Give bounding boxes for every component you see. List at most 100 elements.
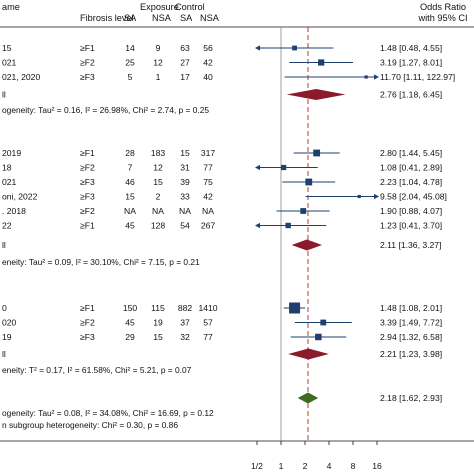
exposure-sa-value: 5 xyxy=(128,72,133,82)
study-ci-text: 3.19 [1.27, 8.01] xyxy=(380,58,442,68)
exposure-nsa-value: 19 xyxy=(153,318,163,328)
control-sa-value: NA xyxy=(179,206,191,216)
exposure-nsa-value: 183 xyxy=(151,148,166,158)
study-label: . 2018 xyxy=(2,206,26,216)
x-tick-label: 8 xyxy=(351,461,356,471)
exposure-sa-value: 45 xyxy=(125,318,135,328)
study-row: 15 ≥F1 14 9 63 56 1.48 [0.48, 4.55] xyxy=(2,43,442,53)
header-control-nsa: NSA xyxy=(200,13,220,23)
fibrosis-level: ≥F3 xyxy=(80,177,95,187)
control-nsa-value: 77 xyxy=(203,332,213,342)
study-row: . 2018 ≥F2 NA NA NA NA 1.90 [0.88, 4.07] xyxy=(2,206,442,216)
study-row: 021, 2020 ≥F3 5 1 17 40 11.70 [1.11, 122.97] xyxy=(2,72,455,82)
study-ci-text: 1.48 [1.08, 2.01] xyxy=(380,303,442,313)
fibrosis-level: ≥F1 xyxy=(80,221,95,231)
control-nsa-value: 267 xyxy=(201,221,216,231)
study-ci-text: 2.94 [1.32, 6.58] xyxy=(380,332,442,342)
study-marker xyxy=(313,149,321,157)
study-row: oni, 2022 ≥F3 15 2 33 42 9.58 [2.04, 45.08] xyxy=(2,192,447,202)
study-label: 020 xyxy=(2,318,17,328)
heterogeneity-text: eneity: T² = 0.17, I² = 61.58%, Chi² = 5… xyxy=(2,365,192,375)
fibrosis-level: ≥F2 xyxy=(80,163,95,173)
heterogeneity-text: ogeneity: Tau² = 0.16, I² = 26.98%, Chi²… xyxy=(2,105,209,115)
header-with-ci: with 95% CI xyxy=(417,13,467,23)
control-nsa-value: 42 xyxy=(203,192,213,202)
study-marker xyxy=(364,75,368,79)
study-label: 2019 xyxy=(2,148,21,158)
exposure-sa-value: 25 xyxy=(125,58,135,68)
study-label: 19 xyxy=(2,332,12,342)
study-marker xyxy=(281,164,287,171)
summary-label: ll xyxy=(2,90,6,100)
subgroup-test-text: n subgroup heterogeneity: Chi² = 0.30, p… xyxy=(2,420,178,430)
subgroup-3: 0 ≥F1 150 115 882 1410 1.48 [1.08, 2.01] 020 ≥F2… xyxy=(2,302,442,375)
overall-summary: 2.18 [1.62, 2.93] ogeneity: Tau² = 0.08, … xyxy=(2,392,442,430)
fibrosis-level: ≥F2 xyxy=(80,318,95,328)
subgroup-summary: ll 2.11 [1.36, 3.27] xyxy=(2,239,441,251)
study-ci-text: 3.39 [1.49, 7.72] xyxy=(380,318,442,328)
study-row: 19 ≥F3 29 15 32 77 2.94 [1.32, 6.58] xyxy=(2,332,442,342)
summary-ci-text: 2.76 [1.18, 6.45] xyxy=(380,90,442,100)
study-ci-text: 1.08 [0.41, 2.89] xyxy=(380,163,442,173)
study-marker xyxy=(289,302,301,314)
header-study: ame xyxy=(2,2,20,12)
study-marker xyxy=(315,333,322,341)
exposure-sa-value: NA xyxy=(124,206,136,216)
exposure-nsa-value: 2 xyxy=(156,192,161,202)
summary-diamond xyxy=(291,239,323,251)
study-label: oni, 2022 xyxy=(2,192,38,202)
study-marker xyxy=(357,194,361,199)
control-nsa-value: 56 xyxy=(203,43,213,53)
summary-diamond xyxy=(288,348,329,360)
study-label: 18 xyxy=(2,163,12,173)
control-sa-value: 32 xyxy=(180,332,190,342)
summary-ci-text: 2.11 [1.36, 3.27] xyxy=(380,240,441,250)
exposure-nsa-value: 9 xyxy=(156,43,161,53)
control-sa-value: 33 xyxy=(180,192,190,202)
x-tick-label: 1/2 xyxy=(251,461,263,471)
study-row: 020 ≥F2 45 19 37 57 3.39 [1.49, 7.72] xyxy=(2,318,442,328)
summary-diamond xyxy=(286,89,346,100)
subgroup-2: 2019 ≥F1 28 183 15 317 2.80 [1.44, 5.45] 18 ≥F2 7… xyxy=(2,148,447,267)
study-ci-text: 11.70 [1.11, 122.97] xyxy=(380,72,455,82)
control-sa-value: 39 xyxy=(180,177,190,187)
exposure-sa-value: 29 xyxy=(125,332,135,342)
study-label: 021 xyxy=(2,177,17,187)
study-label: 021, 2020 xyxy=(2,72,40,82)
study-ci-text: 1.90 [0.88, 4.07] xyxy=(380,206,442,216)
study-row: 22 ≥F1 45 128 54 267 1.23 [0.41, 3.70] xyxy=(2,221,442,231)
control-sa-value: 54 xyxy=(180,221,190,231)
control-sa-value: 37 xyxy=(180,318,190,328)
header-control-sa: SA xyxy=(180,13,193,23)
study-marker xyxy=(300,208,307,214)
control-nsa-value: 1410 xyxy=(198,303,217,313)
exposure-sa-value: 7 xyxy=(128,163,133,173)
ci-arrow-right xyxy=(374,74,379,80)
exposure-nsa-value: NA xyxy=(152,206,164,216)
column-headers: ame Fibrosis level Exposure SA NSA Contr… xyxy=(2,2,468,23)
exposure-sa-value: 15 xyxy=(125,192,135,202)
summary-label: ll xyxy=(2,349,6,359)
fibrosis-level: ≥F3 xyxy=(80,332,95,342)
x-tick-label: 16 xyxy=(372,461,382,471)
control-nsa-value: 77 xyxy=(203,163,213,173)
subgroup-summary: ll 2.21 [1.23, 3.98] xyxy=(2,348,442,360)
x-axis: 1/2 1 2 4 8 16 xyxy=(251,441,382,471)
study-ci-text: 2.80 [1.44, 5.45] xyxy=(380,148,442,158)
study-marker xyxy=(305,178,313,186)
forest-rows: 15 ≥F1 14 9 63 56 1.48 [0.48, 4.55]021 ≥F2 25 12 2… xyxy=(2,43,455,430)
ci-arrow-right xyxy=(374,193,379,200)
x-tick-label: 4 xyxy=(327,461,332,471)
header-odds-ratio: Odds Ratio xyxy=(420,2,466,12)
study-label: 021 xyxy=(2,58,17,68)
control-sa-value: 27 xyxy=(180,58,190,68)
exposure-nsa-value: 15 xyxy=(153,177,163,187)
header-control: Control xyxy=(175,2,205,12)
study-marker xyxy=(318,59,325,66)
header-exposure-sa: SA xyxy=(124,13,137,23)
study-row: 0 ≥F1 150 115 882 1410 1.48 [1.08, 2.01] xyxy=(2,302,442,314)
subgroup-1: 15 ≥F1 14 9 63 56 1.48 [0.48, 4.55]021 ≥F2 25 12 2… xyxy=(2,43,455,115)
study-row: 2019 ≥F1 28 183 15 317 2.80 [1.44, 5.45] xyxy=(2,148,442,158)
fibrosis-level: ≥F3 xyxy=(80,192,95,202)
